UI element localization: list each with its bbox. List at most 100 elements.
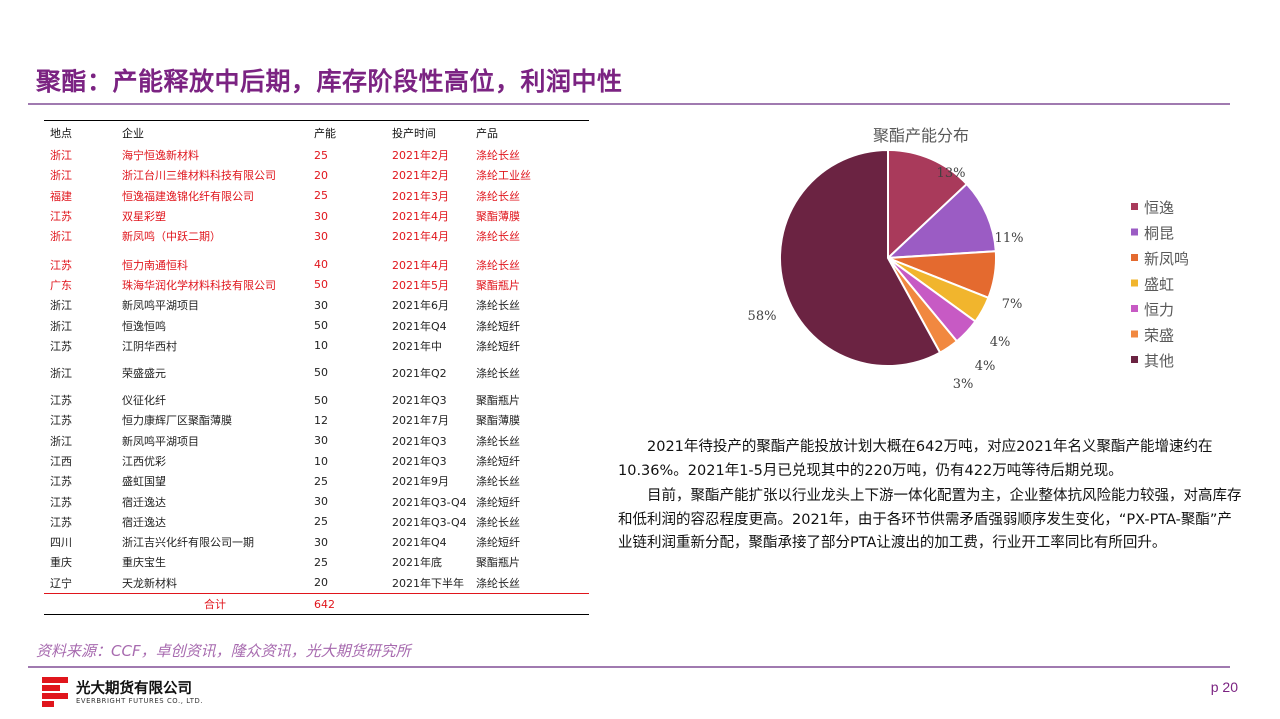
table-row: 浙江 浙江台川三维材料科技有限公司 20 2021年2月 涤纶工业丝 — [44, 165, 589, 185]
cell-capacity: 30 — [314, 209, 328, 223]
page-title: 聚酯：产能释放中后期，库存阶段性高位，利润中性 — [36, 67, 623, 96]
cell-start-time: 2021年下半年 — [392, 576, 464, 590]
table-row: 四川 浙江吉兴化纤有限公司一期 30 2021年Q4 涤纶短纤 — [44, 532, 589, 552]
cell-company: 浙江吉兴化纤有限公司一期 — [122, 536, 254, 550]
cell-location: 江苏 — [50, 414, 72, 428]
cell-start-time: 2021年4月 — [392, 258, 449, 272]
legend-swatch — [1131, 356, 1138, 363]
cell-company: 新凤鸣（中跃二期） — [122, 230, 221, 244]
pie-slice-7 — [779, 148, 942, 367]
cell-company: 恒力康辉厂区聚酯薄膜 — [122, 414, 232, 428]
cell-capacity: 20 — [314, 168, 328, 182]
cell-capacity: 12 — [314, 413, 328, 427]
cell-start-time: 2021年7月 — [392, 414, 449, 428]
cell-company: 宿迁逸达 — [122, 515, 166, 529]
legend-swatch — [1131, 228, 1138, 236]
table-row: 江苏 恒力康辉厂区聚酯薄膜 12 2021年7月 聚酯薄膜 — [44, 410, 589, 430]
legend-label: 新凤鸣 — [1144, 250, 1189, 268]
cell-start-time: 2021年底 — [392, 556, 442, 570]
pie-data-label: 7% — [1002, 297, 1023, 312]
total-label: 合计 — [116, 592, 308, 616]
cell-start-time: 2021年6月 — [392, 299, 449, 313]
header-product: 产品 — [476, 127, 498, 140]
paragraph: 2021年待投产的聚酯产能投放计划大概在642万吨，对应2021年名义聚酯产能增… — [618, 439, 1213, 479]
legend-swatch — [1131, 279, 1138, 287]
cell-product: 涤纶长丝 — [476, 258, 520, 272]
legend-swatch — [1131, 254, 1138, 261]
cell-start-time: 2021年Q3 — [392, 394, 447, 408]
cell-capacity: 30 — [314, 434, 328, 448]
legend-swatch — [1131, 305, 1138, 312]
legend-swatch — [1131, 330, 1138, 338]
company-logo: 光大期货有限公司 EVERBRIGHT FUTURES CO., LTD. — [42, 675, 232, 709]
cell-product: 涤纶短纤 — [476, 339, 520, 353]
capacity-table-container: 地点 企业 产能 投产时间 产品 浙江 海宁恒逸新材料 25 2021年2月 涤纶长丝浙… — [44, 120, 589, 616]
cell-company: 浙江台川三维材料科技有限公司 — [122, 169, 276, 183]
table-row: 浙江 新凤鸣（中跃二期） 30 2021年4月 涤纶长丝 — [44, 226, 589, 246]
cell-product: 涤纶长丝 — [476, 149, 520, 163]
footer-divider — [28, 666, 1230, 668]
pie-data-label: 13% — [937, 166, 966, 181]
cell-location: 江苏 — [50, 475, 72, 489]
cell-company: 江阴华西村 — [122, 339, 177, 353]
table-row: 江苏 恒力南通恒科 40 2021年4月 涤纶长丝 — [44, 254, 589, 274]
table-row: 浙江 新凤鸣平湖项目 30 2021年Q3 涤纶长丝 — [44, 431, 589, 451]
cell-company: 恒力南通恒科 — [122, 258, 188, 272]
header-start-time: 投产时间 — [392, 127, 436, 140]
paragraph: 目前，聚酯产能扩张以行业龙头上下游一体化配置为主，企业整体抗风险能力较强，对高库… — [618, 488, 1242, 551]
cell-company: 双星彩塑 — [122, 210, 166, 224]
pie-data-label: 58% — [748, 309, 777, 324]
cell-capacity: 50 — [314, 278, 328, 292]
cell-product: 涤纶短纤 — [476, 455, 520, 468]
legend-label: 荣盛 — [1144, 327, 1174, 345]
cell-company: 重庆宝生 — [122, 556, 166, 570]
cell-product: 涤纶长丝 — [476, 475, 520, 489]
table-body: 浙江 海宁恒逸新材料 25 2021年2月 涤纶长丝 浙江 浙江台川三维材料科技有限公司 20… — [44, 145, 589, 616]
cell-empty — [386, 592, 470, 616]
legend-label: 恒逸 — [1144, 199, 1174, 217]
cell-product: 涤纶长丝 — [476, 366, 520, 380]
cell-capacity: 25 — [314, 555, 328, 569]
logo-name-cn: 光大期货有限公司 — [76, 681, 192, 697]
cell-capacity: 25 — [314, 515, 328, 529]
cell-capacity: 10 — [314, 339, 328, 353]
everbright-logo-icon — [42, 677, 68, 707]
table-row: 福建 恒逸福建逸锦化纤有限公司 25 2021年3月 涤纶长丝 — [44, 186, 589, 206]
cell-product: 涤纶长丝 — [476, 230, 520, 244]
commentary: 2021年待投产的聚酯产能投放计划大概在642万吨，对应2021年名义聚酯产能增… — [618, 436, 1243, 558]
total-value: 642 — [308, 592, 386, 616]
cell-location: 广东 — [50, 278, 72, 292]
source-note: 资料来源：CCF，卓创资讯，隆众资讯，光大期货研究所 — [36, 642, 411, 660]
cell-location: 浙江 — [50, 149, 72, 163]
cell-location: 江苏 — [50, 495, 72, 509]
cell-capacity: 30 — [314, 298, 328, 312]
cell-location: 浙江 — [50, 230, 72, 244]
cell-start-time: 2021年5月 — [392, 278, 449, 292]
cell-product: 聚酯瓶片 — [476, 556, 520, 570]
header-capacity: 产能 — [314, 127, 336, 140]
cell-location: 江苏 — [50, 394, 72, 408]
table-row: 重庆 重庆宝生 25 2021年底 聚酯瓶片 — [44, 552, 589, 572]
cell-start-time: 2021年Q3-Q4 — [392, 495, 467, 509]
cell-company: 海宁恒逸新材料 — [122, 149, 199, 163]
cell-product: 聚酯瓶片 — [476, 394, 520, 408]
table-row: 江苏 宿迁逸达 30 2021年Q3-Q4 涤纶短纤 — [44, 491, 589, 511]
cell-start-time: 2021年9月 — [392, 475, 449, 489]
cell-capacity: 30 — [314, 535, 328, 549]
pie-data-label: 4% — [975, 359, 996, 374]
cell-product: 涤纶短纤 — [476, 495, 520, 509]
table-row: 浙江 恒逸恒鸣 50 2021年Q4 涤纶短纤 — [44, 315, 589, 335]
cell-location: 重庆 — [50, 556, 72, 570]
cell-capacity: 50 — [314, 319, 328, 333]
table-total-row: 合计 642 — [44, 592, 589, 616]
row-spacer — [44, 246, 589, 254]
chart-title: 聚酯产能分布 — [873, 128, 970, 145]
cell-capacity: 10 — [314, 454, 328, 468]
table-row: 江苏 仪征化纤 50 2021年Q3 聚酯瓶片 — [44, 390, 589, 410]
cell-start-time: 2021年Q3 — [392, 434, 447, 448]
cell-start-time: 2021年2月 — [392, 169, 449, 183]
table-row: 辽宁 天龙新材料 20 2021年下半年 涤纶长丝 — [44, 573, 589, 594]
table-row: 江苏 宿迁逸达 25 2021年Q3-Q4 涤纶长丝 — [44, 512, 589, 532]
cell-company: 江西优彩 — [122, 455, 166, 468]
cell-capacity: 30 — [314, 495, 328, 509]
